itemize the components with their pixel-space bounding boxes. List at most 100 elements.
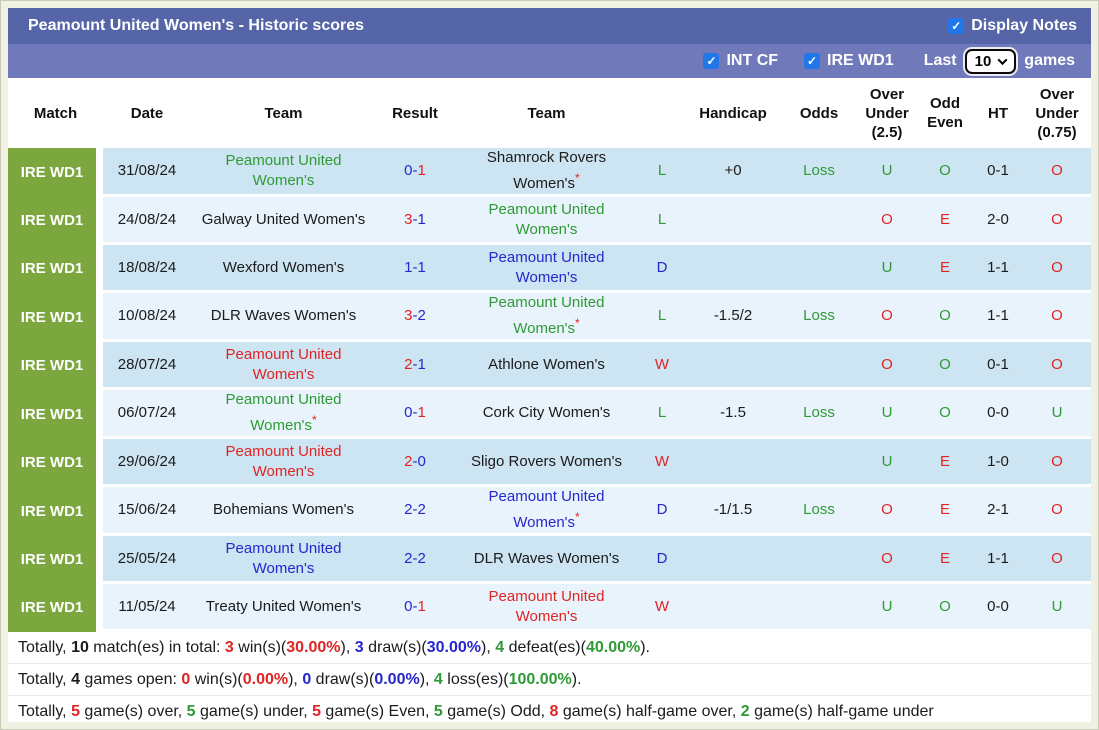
over-under-25: O [857, 342, 917, 390]
int-cf-toggle[interactable]: INT CF [703, 52, 778, 70]
odds-value [781, 342, 857, 390]
league-badge: IRE WD1 [8, 197, 103, 245]
odds-value: Loss [781, 293, 857, 342]
table-row: IRE WD1 15/06/24 Bohemians Women's 2-2 Peamo… [8, 487, 1091, 536]
odds-value: Loss [781, 487, 857, 536]
totals-line-matches: Totally, 10 match(es) in total: 3 win(s)… [18, 639, 650, 656]
score: 3-2 [376, 293, 454, 342]
away-team: Peamount United Women's [454, 197, 639, 245]
league-badge: IRE WD1 [8, 390, 103, 439]
home-team: Peamount United Women's [191, 148, 376, 197]
ire-wd1-toggle[interactable]: IRE WD1 [804, 52, 894, 70]
display-notes-toggle[interactable]: Display Notes [948, 17, 1077, 35]
over-under-075: O [1023, 536, 1091, 584]
match-date: 29/06/24 [103, 439, 191, 487]
half-time-score: 0-1 [973, 342, 1023, 390]
result-letter: D [639, 245, 685, 293]
match-date: 11/05/24 [103, 584, 191, 632]
star-marker: * [312, 413, 317, 427]
odds-value [781, 536, 857, 584]
home-team: Galway United Women's [191, 197, 376, 245]
column-header: Match [8, 78, 103, 148]
home-team: Peamount United Women's* [191, 390, 376, 439]
home-team: Peamount United Women's [191, 536, 376, 584]
odds-value [781, 584, 857, 632]
star-marker: * [575, 316, 580, 330]
int-cf-label: INT CF [726, 52, 779, 69]
away-team: Cork City Women's [454, 390, 639, 439]
column-header: Date [103, 78, 191, 148]
league-badge: IRE WD1 [8, 148, 103, 197]
table-row: IRE WD1 31/08/24 Peamount United Women's 0-… [8, 148, 1091, 197]
home-team: Treaty United Women's [191, 584, 376, 632]
totals-line-open: Totally, 4 games open: 0 win(s)(0.00%), … [8, 663, 1091, 695]
checkbox-checked-icon[interactable] [804, 53, 821, 69]
match-date: 31/08/24 [103, 148, 191, 197]
match-date: 25/05/24 [103, 536, 191, 584]
handicap-value [685, 245, 781, 293]
score: 0-1 [376, 390, 454, 439]
odd-even: O [917, 148, 973, 197]
score: 1-1 [376, 245, 454, 293]
result-letter: W [639, 584, 685, 632]
score: 3-1 [376, 197, 454, 245]
half-time-score: 1-1 [973, 536, 1023, 584]
score: 2-1 [376, 342, 454, 390]
home-team: DLR Waves Women's [191, 293, 376, 342]
over-under-25: U [857, 245, 917, 293]
result-letter: D [639, 536, 685, 584]
odds-value [781, 197, 857, 245]
odds-value: Loss [781, 148, 857, 197]
filter-bar: INT CF IRE WD1 Last 10 games [8, 44, 1091, 78]
over-under-075: U [1023, 584, 1091, 632]
half-time-score: 1-0 [973, 439, 1023, 487]
result-letter: W [639, 439, 685, 487]
table-row: IRE WD1 24/08/24 Galway United Women's 3-1 P… [8, 197, 1091, 245]
away-team: Athlone Women's [454, 342, 639, 390]
half-time-score: 0-0 [973, 390, 1023, 439]
odd-even: E [917, 245, 973, 293]
handicap-value: -1/1.5 [685, 487, 781, 536]
over-under-075: O [1023, 148, 1091, 197]
result-letter: L [639, 293, 685, 342]
column-header: Team [191, 78, 376, 148]
handicap-value: -1.5/2 [685, 293, 781, 342]
league-badge: IRE WD1 [8, 584, 103, 632]
league-badge: IRE WD1 [8, 487, 103, 536]
match-date: 24/08/24 [103, 197, 191, 245]
table-row: IRE WD1 06/07/24 Peamount United Women's* 0… [8, 390, 1091, 439]
table-row: IRE WD1 25/05/24 Peamount United Women's 2-… [8, 536, 1091, 584]
odd-even: O [917, 293, 973, 342]
over-under-075: U [1023, 390, 1091, 439]
match-date: 15/06/24 [103, 487, 191, 536]
over-under-25: U [857, 584, 917, 632]
checkbox-checked-icon[interactable] [948, 18, 965, 34]
matches-table: Match Date Team Result Team Handicap Odds Over … [8, 78, 1091, 632]
half-time-score: 1-1 [973, 293, 1023, 342]
home-team: Peamount United Women's [191, 342, 376, 390]
away-team: Peamount United Women's [454, 584, 639, 632]
match-date: 18/08/24 [103, 245, 191, 293]
over-under-25: U [857, 390, 917, 439]
column-header: Odds [781, 78, 857, 148]
league-badge: IRE WD1 [8, 342, 103, 390]
last-games-select[interactable]: 10 [964, 48, 1017, 74]
totals-line-over-under: Totally, 5 game(s) over, 5 game(s) under… [8, 695, 1091, 722]
league-badge: IRE WD1 [8, 293, 103, 342]
odd-even: E [917, 439, 973, 487]
home-team: Wexford Women's [191, 245, 376, 293]
result-letter: L [639, 197, 685, 245]
column-header: Handicap [685, 78, 781, 148]
over-under-25: O [857, 487, 917, 536]
column-header: Over Under (2.5) [857, 78, 917, 148]
checkbox-checked-icon[interactable] [703, 53, 720, 69]
handicap-value [685, 439, 781, 487]
odd-even: E [917, 197, 973, 245]
result-letter: D [639, 487, 685, 536]
over-under-25: U [857, 148, 917, 197]
home-team: Bohemians Women's [191, 487, 376, 536]
column-header [639, 78, 685, 148]
handicap-value [685, 584, 781, 632]
handicap-value [685, 197, 781, 245]
chevron-down-icon [997, 54, 1008, 65]
